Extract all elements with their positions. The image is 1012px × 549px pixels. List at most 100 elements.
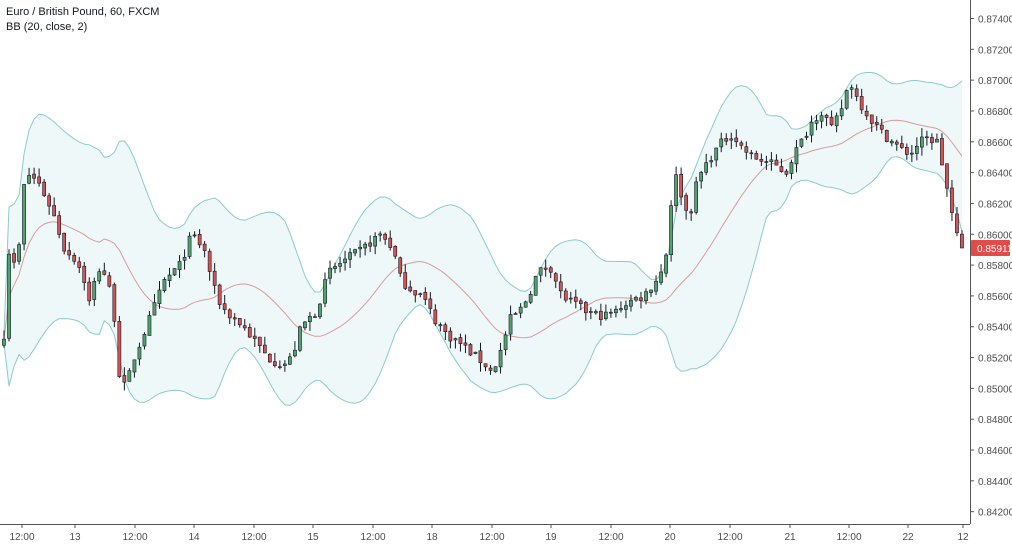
candle xyxy=(107,272,112,288)
candle xyxy=(649,289,653,298)
candle xyxy=(177,255,182,278)
time-tick-label: 14 xyxy=(188,532,200,543)
candle xyxy=(483,363,488,372)
candle xyxy=(282,360,287,372)
candle xyxy=(684,192,688,220)
candle xyxy=(262,336,267,354)
candle xyxy=(849,84,854,99)
candle xyxy=(122,367,127,391)
candle xyxy=(919,128,924,156)
time-tick-label: 15 xyxy=(307,532,319,543)
candle xyxy=(137,342,142,366)
candle xyxy=(503,331,508,356)
candle xyxy=(573,289,578,309)
candle xyxy=(829,110,834,127)
candle xyxy=(157,281,162,309)
candle xyxy=(227,308,232,325)
candle xyxy=(167,267,172,288)
candle xyxy=(97,268,102,285)
candle xyxy=(864,105,869,120)
indicator-title[interactable]: BB (20, close, 2) xyxy=(6,21,88,33)
candle xyxy=(257,336,262,353)
price-tick-label: 0.86200 xyxy=(978,199,1012,210)
candle xyxy=(22,183,26,251)
candle xyxy=(940,133,944,166)
candle xyxy=(373,232,378,255)
candle xyxy=(368,235,373,253)
candle xyxy=(794,139,799,173)
candle xyxy=(37,168,41,187)
candle xyxy=(945,163,949,197)
price-tick-label: 0.87400 xyxy=(978,14,1012,25)
candle xyxy=(428,292,433,315)
candle xyxy=(593,309,598,315)
candle xyxy=(152,294,157,316)
candle xyxy=(127,368,132,382)
candle xyxy=(197,229,202,249)
candle xyxy=(930,133,934,150)
price-tick-label: 0.86600 xyxy=(978,138,1012,149)
candle xyxy=(298,325,302,353)
candle xyxy=(413,290,418,303)
candle xyxy=(844,89,849,110)
candle xyxy=(824,113,829,127)
symbol-title[interactable]: Euro / British Pound, 60, FXCM xyxy=(6,6,160,18)
price-tick-label: 0.84400 xyxy=(978,477,1012,488)
price-tick-label: 0.84200 xyxy=(978,508,1012,519)
candle xyxy=(654,275,658,296)
candle xyxy=(333,262,337,274)
candle xyxy=(17,242,21,265)
candle xyxy=(252,327,257,347)
candle xyxy=(383,232,388,245)
candle xyxy=(423,287,428,305)
candle xyxy=(508,305,513,341)
candle xyxy=(102,262,107,276)
candle xyxy=(217,283,222,310)
candle xyxy=(553,272,558,289)
candle xyxy=(2,330,6,348)
candle xyxy=(478,342,483,372)
candle xyxy=(393,245,398,260)
candles xyxy=(2,84,964,391)
candle xyxy=(433,304,438,326)
candle xyxy=(267,353,272,363)
candle xyxy=(358,240,363,258)
candle xyxy=(242,319,247,331)
last-price-label: 0.85911 xyxy=(971,239,1012,256)
candle xyxy=(293,341,297,358)
candle xyxy=(588,307,593,320)
candle xyxy=(809,115,814,143)
candle xyxy=(955,206,959,237)
candle xyxy=(42,179,46,198)
time-tick-label: 13 xyxy=(69,532,81,543)
candle xyxy=(869,114,874,132)
candle xyxy=(7,249,11,342)
candle xyxy=(639,291,643,309)
candle xyxy=(132,359,137,378)
candle xyxy=(403,264,408,291)
candle xyxy=(714,147,719,167)
candle xyxy=(839,99,844,121)
time-tick-label: 22 xyxy=(902,532,914,543)
candle xyxy=(192,231,197,238)
candle xyxy=(202,241,207,258)
candle xyxy=(313,313,317,318)
candle xyxy=(935,133,939,143)
candle xyxy=(308,311,312,331)
candle xyxy=(608,308,613,318)
time-tick-label: 12:00 xyxy=(241,532,266,543)
candle xyxy=(899,135,904,150)
time-tick-label: 12 xyxy=(957,532,969,543)
candle xyxy=(67,242,71,260)
candle xyxy=(388,230,393,251)
candle xyxy=(659,264,663,286)
time-tick-label: 21 xyxy=(784,532,796,543)
time-tick-label: 12:00 xyxy=(479,532,504,543)
candle xyxy=(814,114,819,131)
candle xyxy=(463,334,468,354)
price-tick-label: 0.84600 xyxy=(978,446,1012,457)
candle xyxy=(47,193,51,215)
